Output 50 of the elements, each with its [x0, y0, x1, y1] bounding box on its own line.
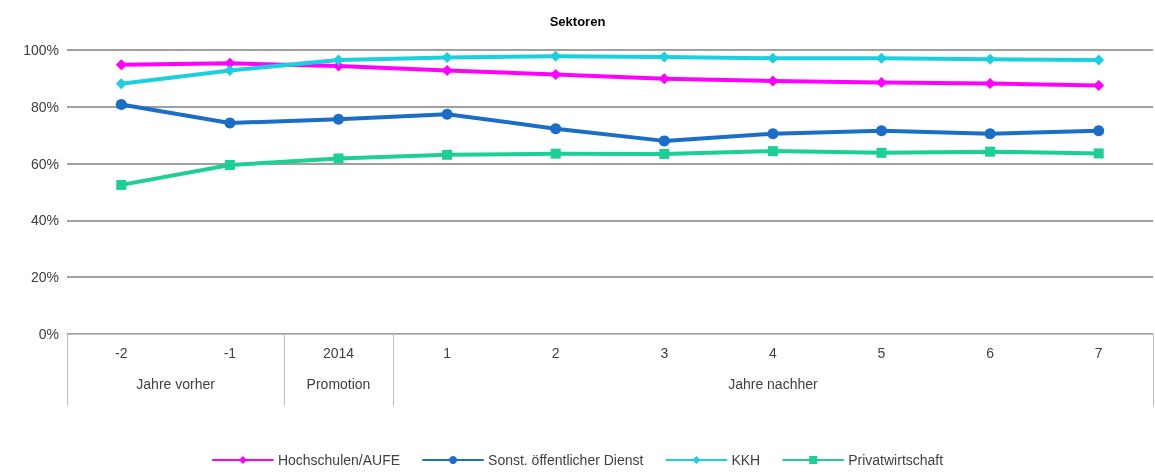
x-tick-label: 2	[551, 345, 560, 361]
point	[550, 148, 561, 159]
x-tick-label: -1	[223, 345, 237, 361]
x-tick-label: -2	[115, 345, 128, 361]
point	[985, 146, 996, 157]
y-tick-label: 80%	[30, 98, 59, 115]
point	[658, 135, 670, 147]
point	[550, 123, 562, 135]
y-tick-label: 100%	[23, 42, 59, 58]
y-tick-label: 0%	[38, 326, 59, 342]
text: Jahre vorher	[136, 376, 216, 392]
point	[115, 78, 127, 90]
legend-label: Hochschulen/AUFE	[277, 452, 401, 468]
legend-label: Privatwirtschaft	[848, 452, 944, 468]
legend-label: Sonst. öffentlicher Dienst	[488, 452, 644, 468]
text: Jahre nachher	[728, 376, 818, 392]
point	[876, 147, 887, 158]
x-tick-label: 4	[769, 345, 777, 361]
point	[224, 117, 236, 129]
x-tick-label: 5	[877, 345, 886, 361]
point	[115, 99, 127, 111]
point	[333, 153, 344, 164]
x-tick-label: 3	[660, 345, 669, 361]
x-tick-label: 1	[443, 345, 452, 361]
point	[441, 108, 453, 120]
chart-title: Sektoren	[549, 14, 606, 29]
point	[116, 179, 127, 190]
legend-label: KKH	[731, 452, 761, 468]
point	[224, 160, 235, 171]
point	[1093, 80, 1105, 91]
point	[876, 125, 887, 137]
point	[442, 149, 453, 160]
point	[767, 146, 778, 157]
point	[333, 54, 344, 66]
x-tick-label: 7	[1094, 345, 1103, 361]
y-tick-label: 60%	[30, 155, 59, 172]
point	[767, 128, 779, 140]
text: Promotion	[306, 376, 371, 392]
x-tick-label: 2014	[322, 345, 355, 361]
point	[876, 52, 887, 64]
point	[876, 76, 887, 88]
point	[1093, 148, 1104, 159]
x-tick-label: 6	[986, 345, 995, 361]
point	[333, 113, 344, 125]
y-tick-label: 40%	[30, 212, 59, 229]
point	[1093, 125, 1105, 137]
point	[659, 148, 670, 159]
point	[984, 128, 996, 140]
point	[115, 59, 127, 71]
y-tick-label: 20%	[30, 269, 59, 286]
